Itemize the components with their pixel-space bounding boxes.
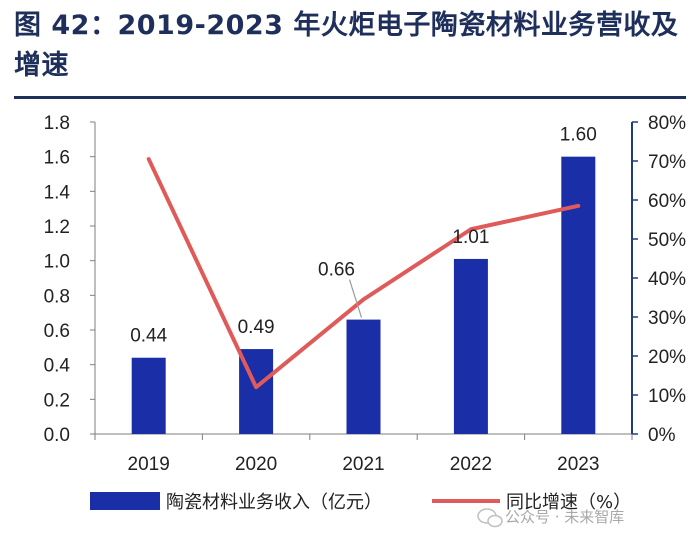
bar-2021 <box>346 319 381 434</box>
legend-bar-swatch <box>90 492 160 510</box>
title-divider <box>14 96 686 99</box>
x-axis-tick-label: 2022 <box>450 454 492 475</box>
right-axis-tick-label: 40% <box>648 269 686 290</box>
right-axis-tick-label: 20% <box>648 347 686 368</box>
left-axis-tick-label: 0.2 <box>44 390 70 411</box>
x-axis-tick-label: 2019 <box>128 454 170 475</box>
data-label-2019: 0.44 <box>130 326 167 347</box>
left-axis-tick-label: 0.6 <box>44 321 70 342</box>
legend-bar-label: 陶瓷材料业务收入（亿元） <box>166 492 382 513</box>
right-axis-tick-label: 0% <box>648 425 676 446</box>
watermark-text: 公众号 · 未来智库 <box>505 508 624 526</box>
data-label-2021: 0.66 <box>318 260 355 281</box>
left-axis-tick-label: 0.4 <box>44 356 71 377</box>
right-axis-tick-label: 70% <box>648 152 686 173</box>
x-axis-tick-label: 2023 <box>557 454 599 475</box>
right-axis-tick-label: 80% <box>648 113 686 134</box>
left-axis-tick-label: 0.0 <box>44 425 70 446</box>
data-label-leader-2021 <box>348 279 363 318</box>
right-axis-tick-label: 60% <box>648 191 686 212</box>
left-axis-tick-label: 1.6 <box>44 148 70 169</box>
bar-2023 <box>561 156 596 434</box>
left-axis-tick-label: 0.8 <box>44 286 70 307</box>
bar-series <box>131 156 596 434</box>
left-axis-tick-label: 1.4 <box>44 182 71 203</box>
data-label-2023: 1.60 <box>560 125 597 146</box>
left-axis-tick-label: 1.8 <box>44 113 70 134</box>
data-labels: 0.44 0.49 0.66 1.01 1.60 <box>130 125 597 347</box>
right-axis-tick-label: 30% <box>648 308 686 329</box>
right-axis-tick-label: 10% <box>648 386 686 407</box>
figure-title-block: 图 42：2019-2023 年火炬电子陶瓷材料业务营收及增速 <box>14 6 686 86</box>
legend-line-label: 同比增速（%） <box>506 492 631 513</box>
watermark: 公众号 · 未来智库 <box>477 508 624 528</box>
left-axis-tick-label: 1.0 <box>44 252 70 273</box>
bar-2022 <box>453 258 488 434</box>
data-label-2020: 0.49 <box>238 317 275 338</box>
right-axis-tick-label: 50% <box>648 230 686 251</box>
figure-title: 图 42：2019-2023 年火炬电子陶瓷材料业务营收及增速 <box>14 10 679 81</box>
bar-2019 <box>131 357 166 434</box>
chart-axes: 0.0 0.2 0.4 0.6 0.8 1.0 1.2 1.4 1.6 1.8 0% 10% 20% 30… <box>44 113 687 475</box>
line-series <box>146 157 581 390</box>
x-axis-tick-label: 2021 <box>342 454 384 475</box>
data-label-2022: 1.01 <box>452 227 489 248</box>
left-axis-tick-label: 1.2 <box>44 217 70 238</box>
wechat-icon <box>477 508 503 528</box>
legend: 陶瓷材料业务收入（亿元） 同比增速（%） <box>90 492 631 513</box>
x-axis-tick-label: 2020 <box>235 454 277 475</box>
